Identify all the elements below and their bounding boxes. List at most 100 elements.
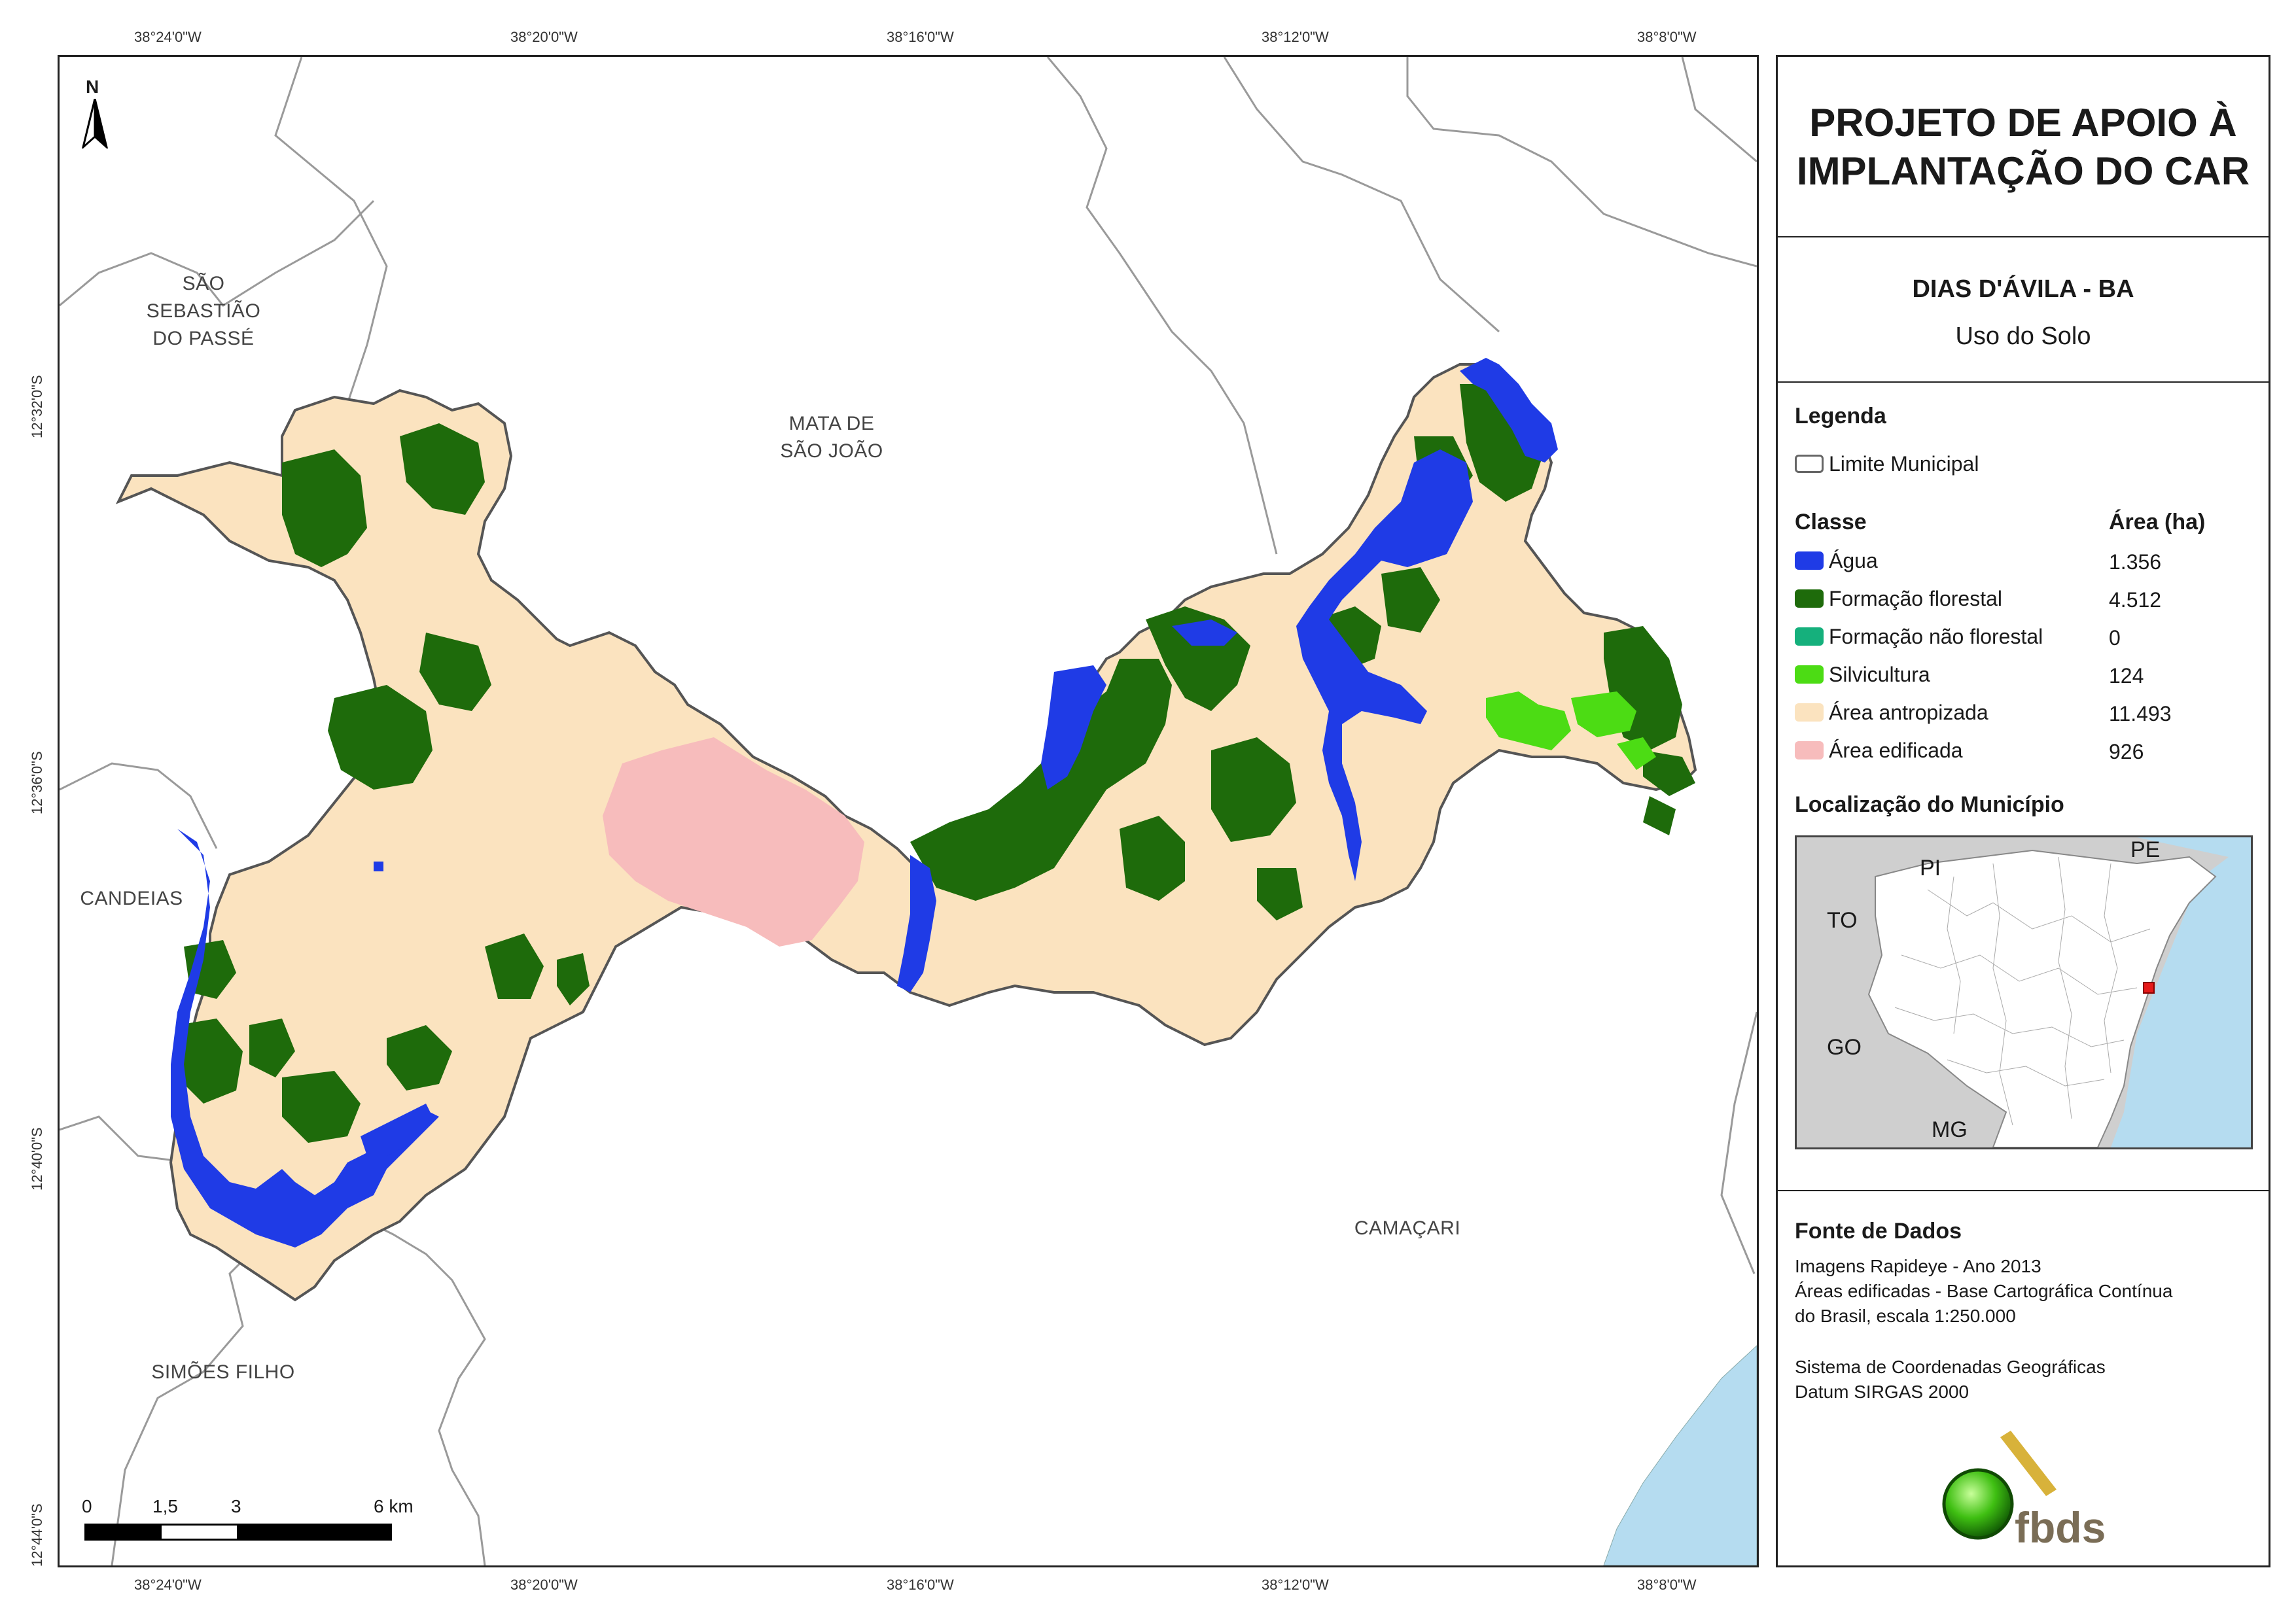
source-line-3: do Brasil, escala 1:250.000 xyxy=(1795,1306,2016,1326)
scale-bar-frame xyxy=(84,1524,392,1541)
antropizada-label: Área antropizada xyxy=(1829,700,1988,724)
municipality-polygon xyxy=(115,363,1697,1302)
sea xyxy=(1603,1345,1757,1565)
coord-top-3: 38°16'0"W xyxy=(887,29,954,45)
state-pe: PE xyxy=(2130,837,2161,862)
place-mata-sao-joao: MATA DE SÃO JOÃO xyxy=(753,410,910,465)
legend-row-silvicultura: Silvicultura xyxy=(1795,661,1930,688)
place-sao-sebastiao: SÃO SEBASTIÃO DO PASSÉ xyxy=(125,270,282,353)
edificada-label: Área edificada xyxy=(1829,738,1963,762)
locator-title: Localização do Município xyxy=(1795,792,2064,817)
scale-label-1-5: 1,5 xyxy=(152,1496,178,1516)
coord-top-4: 38°12'0"W xyxy=(1262,29,1329,45)
coord-top-1: 38°24'0"W xyxy=(134,29,202,45)
source-title: Fonte de Dados xyxy=(1795,1219,1962,1244)
silvicultura-label: Silvicultura xyxy=(1829,662,1930,686)
nao-florestal-label: Formação não florestal xyxy=(1829,624,2043,648)
info-panel: PROJETO DE APOIO À IMPLANTAÇÃO DO CAR DI… xyxy=(1776,55,2270,1567)
title-section: PROJETO DE APOIO À IMPLANTAÇÃO DO CAR xyxy=(1778,57,2269,237)
crs-line-2: Datum SIRGAS 2000 xyxy=(1795,1382,1969,1402)
map-canvas xyxy=(60,57,1757,1565)
limite-label: Limite Municipal xyxy=(1829,451,1979,476)
legend-row-floresta: Formação florestal xyxy=(1795,585,2002,612)
nao-florestal-area: 0 xyxy=(2109,626,2121,650)
source-divider xyxy=(1778,1190,2269,1191)
locator-map: PI PE TO GO MG xyxy=(1795,835,2253,1149)
nao-florestal-swatch xyxy=(1795,627,1824,646)
edificada-area: 926 xyxy=(2109,740,2144,763)
place-sao-sebastiao-line3: DO PASSÉ xyxy=(152,328,255,349)
agua-swatch xyxy=(1795,551,1824,570)
scale-bar-white-segment xyxy=(162,1526,237,1539)
legend-row-nao-florestal: Formação não florestal xyxy=(1795,623,2043,650)
coord-bottom-1: 38°24'0"W xyxy=(134,1577,202,1593)
coord-bottom-2: 38°20'0"W xyxy=(510,1577,578,1593)
area-header: Área (ha) xyxy=(2109,510,2206,534)
built-area xyxy=(603,737,864,947)
fbds-logo-icon xyxy=(1942,1431,2057,1540)
place-mata-sao-joao-line2: SÃO JOÃO xyxy=(780,440,883,462)
agua-label: Água xyxy=(1829,548,1878,572)
project-title: PROJETO DE APOIO À IMPLANTAÇÃO DO CAR xyxy=(1778,99,2269,196)
fbds-logo: fbds xyxy=(1932,1431,2115,1552)
source-line-1: Imagens Rapideye - Ano 2013 xyxy=(1795,1256,2041,1276)
scale-label-3: 3 xyxy=(231,1496,241,1516)
crs-list: Sistema de Coordenadas Geográficas Datum… xyxy=(1795,1355,2106,1405)
antropizada-area: 11.493 xyxy=(2109,702,2172,725)
silviculture-patches xyxy=(1486,691,1656,770)
floresta-area: 4.512 xyxy=(2109,588,2162,612)
north-label: N xyxy=(86,77,99,97)
edificada-swatch xyxy=(1795,741,1824,759)
state-to: TO xyxy=(1827,908,1858,933)
place-simoes-filho: SIMÕES FILHO xyxy=(151,1361,295,1383)
locator-map-canvas xyxy=(1867,837,2251,1147)
silvicultura-area: 124 xyxy=(2109,664,2144,688)
floresta-swatch xyxy=(1795,589,1824,608)
place-sao-sebastiao-line2: SEBASTIÃO xyxy=(146,300,261,322)
coord-left-4: 12°44'0"S xyxy=(29,1503,45,1567)
forest-patches xyxy=(177,384,1695,1143)
water-bodies xyxy=(171,358,1558,1248)
classe-header: Classe xyxy=(1795,510,1867,534)
state-go: GO xyxy=(1827,1035,1862,1060)
municipal-boundaries xyxy=(60,57,1757,1565)
municipality-section: DIAS D'ÁVILA - BA Uso do Solo xyxy=(1778,237,2269,383)
scale-bar: 0 1,5 3 6 km xyxy=(79,1496,419,1548)
map-subtitle: Uso do Solo xyxy=(1955,323,2091,350)
coord-top-2: 38°20'0"W xyxy=(510,29,578,45)
project-title-line2: IMPLANTAÇÃO DO CAR xyxy=(1796,149,2250,193)
crs-line-1: Sistema de Coordenadas Geográficas xyxy=(1795,1357,2106,1377)
place-camacari: CAMAÇARI xyxy=(1354,1217,1461,1239)
state-pi: PI xyxy=(1920,856,1941,881)
place-candeias: CANDEIAS xyxy=(80,888,183,909)
legend-limite: Limite Municipal xyxy=(1795,451,1979,477)
agua-area: 1.356 xyxy=(2109,550,2162,574)
place-mata-sao-joao-line1: MATA DE xyxy=(788,413,875,434)
logo-text: fbds xyxy=(2015,1503,2106,1552)
map-frame[interactable]: N SÃO SEBASTIÃO DO PASSÉ MATA DE SÃO JOÃ… xyxy=(58,55,1759,1567)
project-title-line1: PROJETO DE APOIO À xyxy=(1809,101,2237,145)
coord-bottom-5: 38°8'0"W xyxy=(1637,1577,1697,1593)
state-mg: MG xyxy=(1932,1117,1968,1142)
coord-bottom-4: 38°12'0"W xyxy=(1262,1577,1329,1593)
scale-label-6km: 6 km xyxy=(374,1496,414,1516)
coord-bottom-3: 38°16'0"W xyxy=(887,1577,954,1593)
source-list: Imagens Rapideye - Ano 2013 Áreas edific… xyxy=(1795,1254,2172,1329)
limite-swatch xyxy=(1795,455,1824,473)
place-sao-sebastiao-line1: SÃO xyxy=(182,273,225,294)
legend-row-antropizada: Área antropizada xyxy=(1795,699,1988,725)
legend-title: Legenda xyxy=(1795,404,1886,428)
north-arrow: N xyxy=(75,77,115,155)
north-arrow-icon xyxy=(81,99,109,148)
legend-row-agua: Água xyxy=(1795,548,1878,574)
coord-left-3: 12°40'0"S xyxy=(29,1127,45,1191)
scale-label-0: 0 xyxy=(82,1496,92,1516)
coord-left-1: 12°32'0"S xyxy=(29,375,45,438)
source-line-2: Áreas edificadas - Base Cartográfica Con… xyxy=(1795,1281,2173,1301)
silvicultura-swatch xyxy=(1795,665,1824,684)
coord-left-2: 12°36'0"S xyxy=(29,751,45,814)
municipality-name: DIAS D'ÁVILA - BA xyxy=(1912,275,2134,303)
legend-row-edificada: Área edificada xyxy=(1795,737,1963,763)
floresta-label: Formação florestal xyxy=(1829,586,2002,610)
antropizada-swatch xyxy=(1795,703,1824,722)
